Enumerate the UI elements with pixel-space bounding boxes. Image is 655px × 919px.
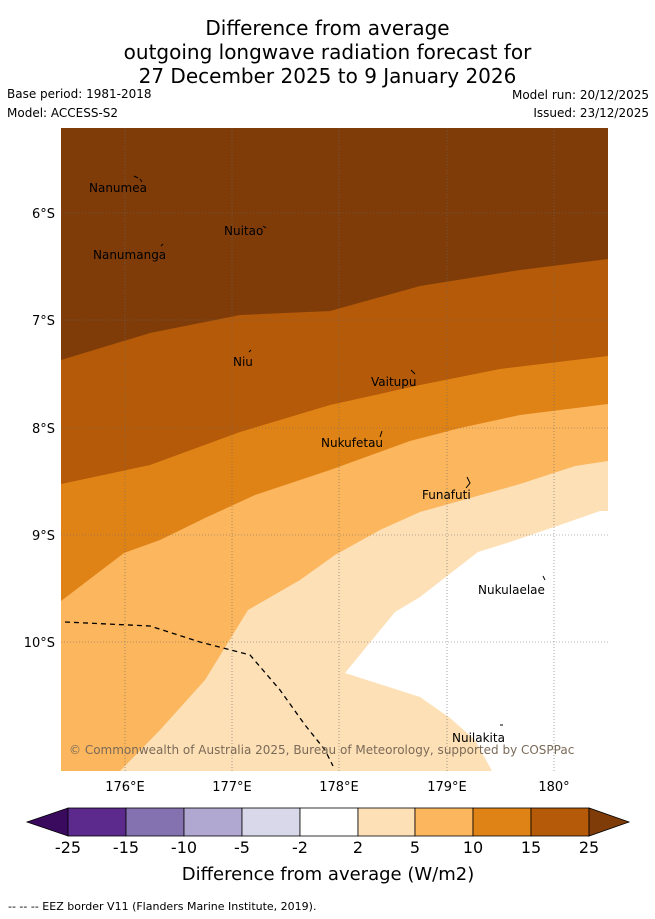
- olr-map: Nanumea Nuitao Nanumanga Niu Vaitupu Nuk…: [24, 128, 631, 885]
- filled-contours: [61, 128, 608, 771]
- lat-label-6s: 6°S: [32, 207, 55, 222]
- label-nanumanga: Nanumanga: [93, 248, 166, 262]
- issued-date: Issued: 23/12/2025: [533, 106, 649, 120]
- cb-label-m25: -25: [55, 838, 81, 857]
- title-line-1: Difference from average: [205, 16, 450, 40]
- label-nanumea: Nanumea: [89, 181, 147, 195]
- cb-label-m2: -2: [292, 838, 308, 857]
- colorbar-segment-neutral: [299, 807, 359, 837]
- label-nukulaelae: Nukulaelae: [478, 583, 545, 597]
- eez-legend: -- -- -- EEZ border V11 (Flanders Marine…: [8, 900, 317, 913]
- lon-label-177e: 177°E: [212, 780, 252, 795]
- colorbar-segment-m15-m10: [125, 807, 185, 837]
- title-line-2: outgoing longwave radiation forecast for: [123, 40, 532, 64]
- lat-label-10s: 10°S: [24, 636, 55, 651]
- base-period: Base period: 1981-2018: [7, 87, 152, 101]
- island-nukufetau: [379, 430, 383, 438]
- lon-label-176e: 176°E: [105, 780, 145, 795]
- lat-label-8s: 8°S: [32, 422, 55, 437]
- eez-border: [64, 621, 334, 767]
- colorbar-segment-2-5: [357, 807, 416, 837]
- cb-label-25: 25: [579, 838, 599, 857]
- island-nukulaelae: [542, 575, 546, 581]
- colorbar-title: Difference from average (W/m2): [182, 864, 474, 885]
- cb-label-m15: -15: [113, 838, 139, 857]
- lon-label-178e: 178°E: [319, 780, 359, 795]
- island-vaitupu: [410, 369, 416, 375]
- cb-label-m10: -10: [171, 838, 197, 857]
- colorbar-segment-10-15: [472, 807, 532, 837]
- contour-neutral: [345, 511, 608, 771]
- islands: [133, 175, 546, 726]
- island-nuitao: [262, 225, 267, 229]
- cb-label-2: 2: [353, 838, 363, 857]
- colorbar-extend-high: [588, 807, 631, 837]
- lon-label-179e: 179°E: [427, 780, 467, 795]
- colorbar-segment-m5-m2: [241, 807, 301, 837]
- colorbar-labels: -25 -15 -10 -5 -2 2 5 10 15 25: [55, 838, 599, 857]
- label-vaitupu: Vaitupu: [371, 375, 417, 389]
- colorbar-segment-m10-m5: [183, 807, 243, 837]
- title-line-3: 27 December 2025 to 9 January 2026: [138, 64, 517, 88]
- label-nuilakita: Nuilakita: [452, 731, 505, 745]
- lat-label-7s: 7°S: [32, 314, 55, 329]
- gridlines: [61, 128, 608, 771]
- label-niu: Niu: [233, 355, 253, 369]
- longitude-labels: 176°E 177°E 178°E 179°E 180°: [105, 780, 569, 795]
- island-funafuti: [465, 476, 471, 489]
- latitude-labels: 6°S 7°S 8°S 9°S 10°S: [24, 207, 55, 651]
- colorbar-segment-m25-m15: [67, 807, 127, 837]
- island-niu: [248, 349, 252, 353]
- island-nanumea: [133, 175, 143, 183]
- colorbar-extend-low: [25, 807, 69, 837]
- label-nuitao: Nuitao: [224, 224, 263, 238]
- lon-label-180: 180°: [538, 780, 569, 795]
- cb-label-10: 10: [463, 838, 483, 857]
- place-labels: Nanumea Nuitao Nanumanga Niu Vaitupu Nuk…: [89, 181, 545, 745]
- cb-label-m5: -5: [234, 838, 250, 857]
- cb-label-5: 5: [410, 838, 420, 857]
- cb-label-15: 15: [521, 838, 541, 857]
- label-nukufetau: Nukufetau: [321, 436, 383, 450]
- model-name: Model: ACCESS-S2: [7, 106, 119, 120]
- colorbar-segment-15-25: [530, 807, 590, 837]
- colorbar: [25, 807, 631, 837]
- island-nanumanga: [160, 243, 164, 247]
- model-run: Model run: 20/12/2025: [511, 88, 649, 102]
- label-funafuti: Funafuti: [422, 488, 471, 502]
- copyright-notice: © Commonwealth of Australia 2025, Bureau…: [69, 743, 574, 757]
- colorbar-segment-5-10: [414, 807, 474, 837]
- lat-label-9s: 9°S: [32, 529, 55, 544]
